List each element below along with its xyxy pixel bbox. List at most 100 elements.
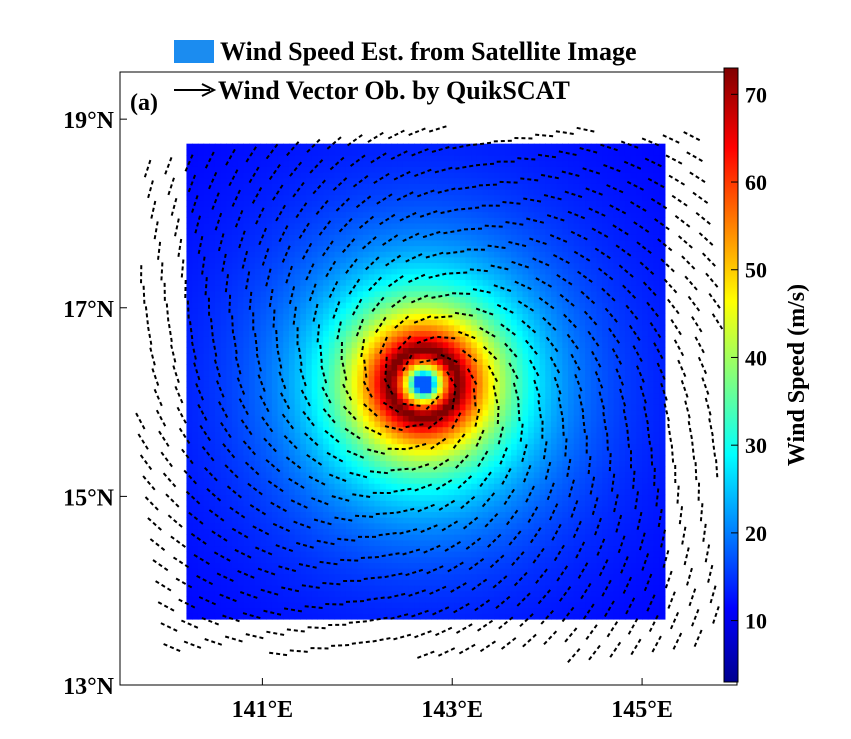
heatmap-cell xyxy=(374,256,381,264)
heatmap-cell xyxy=(499,449,506,456)
heatmap-cell xyxy=(391,449,398,456)
heatmap-cell xyxy=(197,511,205,518)
heatmap-cell xyxy=(317,528,324,535)
heatmap-cell xyxy=(283,534,290,541)
heatmap-cell xyxy=(516,483,524,490)
heatmap-cell xyxy=(351,426,358,433)
heatmap-cell xyxy=(334,347,341,354)
heatmap-cell xyxy=(294,426,301,433)
heatmap-cell xyxy=(380,398,387,405)
heatmap-cell xyxy=(186,341,193,348)
heatmap-cell xyxy=(288,449,296,456)
heatmap-cell xyxy=(414,511,421,518)
heatmap-cell xyxy=(345,545,353,552)
heatmap-cell xyxy=(334,488,341,496)
heatmap-cell xyxy=(414,256,421,264)
heatmap-cell xyxy=(419,392,427,399)
heatmap-cell xyxy=(249,256,256,264)
heatmap-cell xyxy=(249,341,256,348)
heatmap-cell xyxy=(442,143,450,150)
heatmap-cell xyxy=(391,539,398,547)
heatmap-cell xyxy=(192,364,199,371)
heatmap-cell xyxy=(345,358,353,365)
heatmap-cell xyxy=(288,245,296,252)
heatmap-cell xyxy=(271,426,279,433)
heatmap-cell xyxy=(186,596,193,603)
heatmap-cell xyxy=(317,166,324,173)
heatmap-cell xyxy=(186,245,193,252)
heatmap-cell xyxy=(209,149,216,156)
heatmap-cell xyxy=(249,409,256,416)
heatmap-cell xyxy=(499,562,506,569)
heatmap-cell xyxy=(357,330,364,337)
heatmap-cell xyxy=(454,194,461,201)
heatmap-cell xyxy=(402,222,410,230)
heatmap-cell xyxy=(437,398,444,405)
heatmap-cell xyxy=(522,534,529,541)
heatmap-cell xyxy=(471,511,478,518)
heatmap-cell xyxy=(494,211,501,218)
heatmap-cell xyxy=(459,500,467,507)
heatmap-cell xyxy=(494,432,501,439)
heatmap-cell xyxy=(243,551,250,558)
heatmap-cell xyxy=(214,183,222,190)
heatmap-cell xyxy=(300,556,307,563)
heatmap-cell xyxy=(505,324,512,331)
heatmap-cell xyxy=(294,194,301,201)
heatmap-cell xyxy=(459,483,467,490)
heatmap-cell xyxy=(351,217,358,224)
heatmap-cell xyxy=(317,483,324,490)
heatmap-cell xyxy=(385,392,393,399)
heatmap-cell xyxy=(511,443,518,450)
heatmap-cell xyxy=(476,302,484,309)
heatmap-cell xyxy=(243,545,250,552)
heatmap-cell xyxy=(271,539,279,547)
heatmap-cell xyxy=(482,556,489,563)
heatmap-cell xyxy=(283,143,290,150)
heatmap-cell xyxy=(214,551,222,558)
heatmap-cell xyxy=(476,307,484,315)
heatmap-cell xyxy=(459,494,467,501)
heatmap-cell xyxy=(357,602,364,609)
heatmap-cell xyxy=(294,228,301,235)
heatmap-cell xyxy=(317,488,324,496)
heatmap-cell xyxy=(186,370,193,377)
heatmap-cell xyxy=(249,539,256,547)
heatmap-cell xyxy=(294,517,301,524)
heatmap-cell xyxy=(192,596,199,603)
heatmap-cell xyxy=(488,579,495,586)
heatmap-cell xyxy=(482,205,489,213)
heatmap-cell xyxy=(214,262,222,269)
heatmap-cell xyxy=(209,460,216,467)
heatmap-cell xyxy=(437,375,444,382)
heatmap-cell xyxy=(408,596,415,603)
heatmap-cell xyxy=(402,443,410,450)
heatmap-cell xyxy=(454,330,461,337)
heatmap-cell xyxy=(214,188,222,196)
heatmap-cell xyxy=(465,460,472,467)
heatmap-cell xyxy=(516,590,524,597)
heatmap-cell xyxy=(431,154,438,162)
heatmap-cell xyxy=(277,200,284,207)
heatmap-cell xyxy=(271,319,279,326)
heatmap-cell xyxy=(243,143,250,150)
heatmap-cell xyxy=(283,200,290,207)
heatmap-cell xyxy=(340,488,347,496)
heatmap-cell xyxy=(368,386,375,394)
heatmap-cell xyxy=(294,353,301,360)
heatmap-cell xyxy=(516,296,524,303)
heatmap-cell xyxy=(345,330,353,337)
heatmap-cell xyxy=(237,539,244,547)
heatmap-cell xyxy=(385,534,393,541)
heatmap-cell xyxy=(283,522,290,530)
heatmap-cell xyxy=(402,285,410,292)
heatmap-cell xyxy=(454,477,461,484)
heatmap-cell xyxy=(249,398,256,405)
heatmap-cell xyxy=(243,596,250,603)
heatmap-cell xyxy=(437,302,444,309)
heatmap-cell xyxy=(374,545,381,552)
heatmap-cell xyxy=(448,545,455,552)
heatmap-cell xyxy=(249,234,256,241)
heatmap-cell xyxy=(368,262,375,269)
heatmap-cell xyxy=(402,171,410,179)
